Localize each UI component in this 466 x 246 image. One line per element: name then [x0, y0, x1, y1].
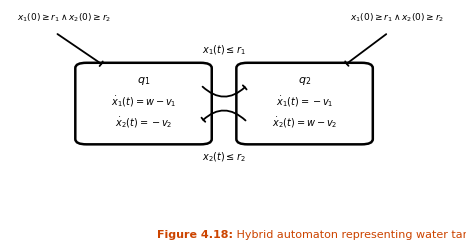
FancyBboxPatch shape [236, 63, 373, 144]
Text: $\dot{x}_1(t) = w - v_1$: $\dot{x}_1(t) = w - v_1$ [111, 94, 176, 109]
Text: Hybrid automaton representing water tank system.: Hybrid automaton representing water tank… [233, 230, 466, 240]
Text: $x_1(0) \geq r_1 \wedge x_2(0) \geq r_2$: $x_1(0) \geq r_1 \wedge x_2(0) \geq r_2$ [17, 12, 111, 24]
FancyBboxPatch shape [75, 63, 212, 144]
Text: $\dot{x}_2(t) = w - v_2$: $\dot{x}_2(t) = w - v_2$ [272, 115, 337, 130]
Text: $x_1(0) \geq r_1 \wedge x_2(0) \geq r_2$: $x_1(0) \geq r_1 \wedge x_2(0) \geq r_2$ [350, 12, 445, 24]
Text: Figure 4.18:: Figure 4.18: [157, 230, 233, 240]
Text: $x_2(t) \leq r_2$: $x_2(t) \leq r_2$ [202, 150, 246, 164]
Text: $q_1$: $q_1$ [137, 75, 150, 87]
Text: $\dot{x}_1(t) = -v_1$: $\dot{x}_1(t) = -v_1$ [276, 94, 333, 109]
Text: $x_1(t) \leq r_1$: $x_1(t) \leq r_1$ [202, 44, 246, 57]
Text: $\dot{x}_2(t) = -v_2$: $\dot{x}_2(t) = -v_2$ [115, 115, 172, 130]
Text: $q_2$: $q_2$ [298, 75, 311, 87]
